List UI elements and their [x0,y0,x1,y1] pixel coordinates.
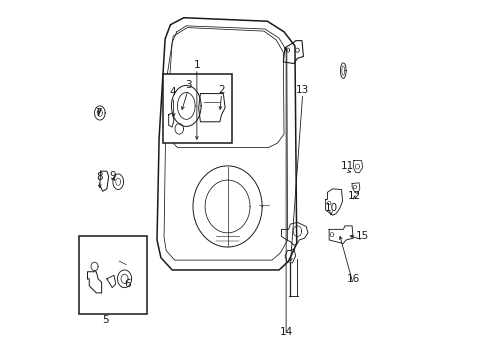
Text: 7: 7 [95,108,102,118]
Text: 2: 2 [218,85,224,95]
Text: 5: 5 [102,315,108,325]
Text: 10: 10 [324,203,337,213]
Bar [163,74,232,143]
Text: 16: 16 [346,274,359,284]
Text: 6: 6 [124,279,130,289]
Text: 15: 15 [355,231,368,242]
Text: 11: 11 [341,161,354,171]
Text: 13: 13 [295,85,309,95]
Text: 1: 1 [193,60,200,69]
Text: 3: 3 [184,80,191,90]
Text: 8: 8 [96,172,102,182]
Bar [79,237,147,314]
Text: 4: 4 [169,87,176,97]
Text: 14: 14 [279,327,292,337]
Text: 9: 9 [109,171,115,181]
Text: 12: 12 [347,191,361,201]
